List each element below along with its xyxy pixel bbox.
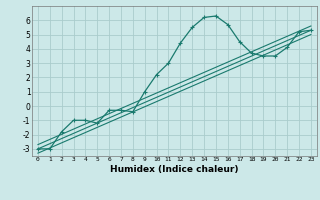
X-axis label: Humidex (Indice chaleur): Humidex (Indice chaleur)	[110, 165, 239, 174]
